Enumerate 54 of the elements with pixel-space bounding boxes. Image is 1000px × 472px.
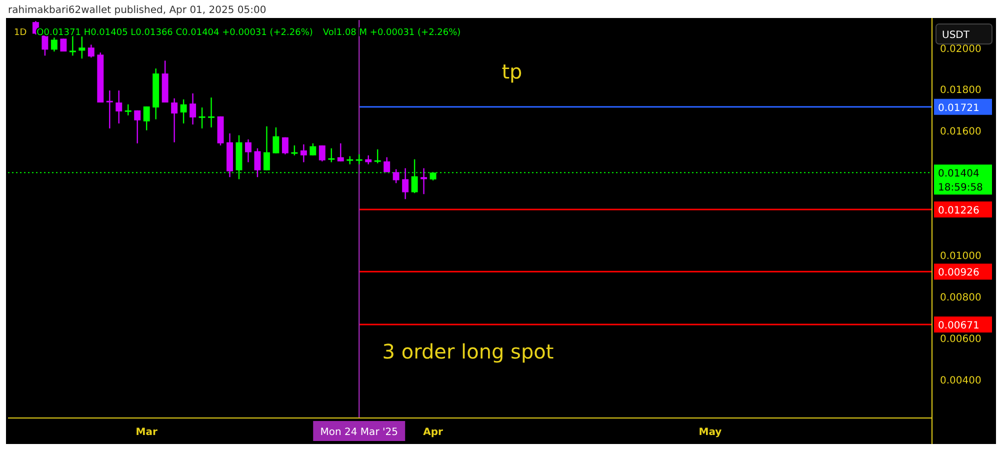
candlestick bbox=[50, 37, 58, 52]
annotation: tp bbox=[502, 59, 522, 84]
ref-line-label: 0.01721 bbox=[938, 102, 980, 114]
y-tick-label: 0.00800 bbox=[940, 292, 982, 304]
candlestick bbox=[328, 148, 335, 163]
candlestick bbox=[180, 98, 187, 124]
y-axis-title: USDT bbox=[942, 30, 970, 41]
y-tick-label: 0.00400 bbox=[940, 375, 982, 386]
candlestick bbox=[272, 126, 280, 154]
candlestick bbox=[208, 96, 215, 128]
candlestick bbox=[124, 104, 132, 116]
y-tick-label: 0.01800 bbox=[940, 85, 982, 96]
chart-subtitle: rahimakbari62wallet published, Apr 01, 2025 05:00 bbox=[8, 5, 266, 16]
candlestick bbox=[374, 148, 381, 164]
candlestick bbox=[190, 92, 196, 126]
y-tick-label: 0.01000 bbox=[940, 251, 982, 262]
currency-button: USDT bbox=[936, 24, 992, 44]
candlestick bbox=[300, 144, 307, 163]
candlestick bbox=[356, 154, 362, 165]
annotation: 3 order long spot bbox=[382, 339, 554, 364]
candlestick bbox=[245, 138, 252, 163]
y-tick-label: 0.00600 bbox=[940, 334, 982, 345]
ref-line-label: 0.00926 bbox=[938, 268, 980, 279]
candlestick bbox=[134, 110, 141, 144]
candlestick bbox=[143, 106, 150, 131]
candlestick bbox=[42, 34, 48, 56]
candlestick bbox=[310, 142, 316, 156]
candlestick bbox=[116, 90, 122, 124]
candlestick bbox=[171, 98, 178, 143]
candlestick bbox=[337, 142, 344, 162]
candlestick bbox=[60, 38, 67, 52]
x-tick-label: Mar bbox=[136, 427, 158, 438]
candlestick bbox=[402, 168, 409, 200]
candlestick bbox=[384, 156, 390, 173]
candlestick bbox=[282, 136, 288, 155]
candlestick bbox=[254, 148, 261, 178]
x-tick-label: Apr bbox=[423, 427, 444, 438]
candlestick bbox=[198, 106, 206, 130]
candlestick bbox=[392, 168, 400, 184]
ref-line-label: 0.01404 18:59:58 bbox=[938, 168, 983, 194]
y-tick-label: 0.01600 bbox=[940, 126, 982, 138]
ref-line-label: 0.00671 bbox=[938, 320, 980, 332]
candlestick bbox=[420, 168, 428, 195]
candlestick bbox=[78, 36, 86, 60]
ref-line-label: 0.01226 bbox=[938, 205, 980, 216]
annotation: Vol1.08 M +0.00031 (+2.26%) bbox=[322, 28, 461, 38]
x-tick-label: May bbox=[698, 427, 722, 438]
candlestick bbox=[106, 90, 113, 130]
text: 1D bbox=[14, 28, 27, 38]
y-tick-label: 0.02000 bbox=[940, 44, 982, 55]
candlestick bbox=[318, 144, 326, 162]
candlestick bbox=[291, 144, 298, 156]
candlestick bbox=[88, 44, 94, 58]
ref-line-label: Mon 24 Mar '25 bbox=[320, 427, 398, 438]
